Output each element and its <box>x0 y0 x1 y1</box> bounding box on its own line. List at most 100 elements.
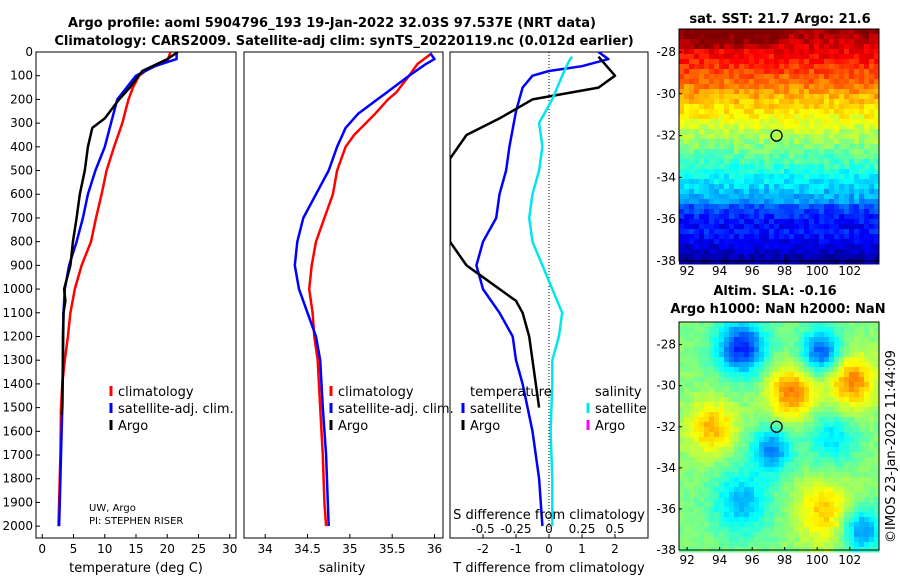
sla-cell <box>729 422 735 428</box>
sla-cell <box>874 537 880 543</box>
sst-cell <box>699 49 705 55</box>
sst-cell <box>834 214 840 220</box>
sst-cell <box>754 219 760 225</box>
sla-cell <box>804 492 810 498</box>
sst-cell <box>859 39 865 45</box>
sst-cell <box>854 59 860 65</box>
sst-cell <box>734 219 740 225</box>
sla-cell <box>789 472 795 478</box>
sst-cell <box>709 259 715 265</box>
sla-cell <box>809 512 815 518</box>
sla-cell <box>864 452 870 458</box>
sst-cell <box>724 124 730 130</box>
sst-cell <box>774 124 780 130</box>
sst-cell <box>829 219 835 225</box>
sst-cell <box>799 79 805 85</box>
sla-cell <box>739 357 745 363</box>
sla-cell <box>729 507 735 513</box>
sla-cell <box>844 452 850 458</box>
sla-cell <box>724 417 730 423</box>
sst-cell <box>739 129 745 135</box>
sst-cell <box>679 234 685 240</box>
sla-cell <box>724 377 730 383</box>
sst-cell <box>734 139 740 145</box>
sst-cell <box>679 209 685 215</box>
sla-cell <box>744 372 750 378</box>
sst-cell <box>689 194 695 200</box>
sla-cell <box>754 362 760 368</box>
sla-cell <box>839 357 845 363</box>
sla-cell <box>739 337 745 343</box>
sla-cell <box>804 442 810 448</box>
sst-cell <box>689 129 695 135</box>
sla-cell <box>789 402 795 408</box>
sla-cell <box>749 537 755 543</box>
sst-cell <box>749 259 755 265</box>
sla-cell <box>874 542 880 548</box>
sst-cell <box>834 69 840 75</box>
sst-cell <box>814 79 820 85</box>
sla-cell <box>774 367 780 373</box>
sst-cell <box>689 34 695 40</box>
sst-cell <box>714 104 720 110</box>
sla-cell <box>734 527 740 533</box>
sst-cell <box>829 214 835 220</box>
sla-cell <box>849 487 855 493</box>
sst-cell <box>849 234 855 240</box>
sla-cell <box>859 322 865 328</box>
sst-cell <box>759 59 765 65</box>
sla-cell <box>814 397 820 403</box>
sla-cell <box>734 517 740 523</box>
sst-cell <box>699 174 705 180</box>
sla-cell <box>849 527 855 533</box>
sst-cell <box>739 229 745 235</box>
sla-cell <box>789 482 795 488</box>
sst-cell <box>739 124 745 130</box>
sst-cell <box>874 99 880 105</box>
sst-cell <box>809 194 815 200</box>
sst-cell <box>709 104 715 110</box>
sla-cell <box>784 517 790 523</box>
sla-cell <box>824 527 830 533</box>
sla-cell <box>724 367 730 373</box>
sst-cell <box>699 214 705 220</box>
sst-cell <box>704 234 710 240</box>
sst-cell <box>849 199 855 205</box>
sst-cell <box>804 149 810 155</box>
sst-cell <box>709 49 715 55</box>
sst-cell <box>809 99 815 105</box>
sla-cell <box>794 392 800 398</box>
sst-cell <box>719 124 725 130</box>
sst-cell <box>749 164 755 170</box>
sst-cell <box>844 219 850 225</box>
sla-cell <box>814 382 820 388</box>
sla-cell <box>769 457 775 463</box>
sst-cell <box>724 219 730 225</box>
sla-cell <box>874 387 880 393</box>
sst-cell <box>874 59 880 65</box>
sla-cell <box>839 502 845 508</box>
sst-cell <box>874 169 880 175</box>
sla-cell <box>789 372 795 378</box>
sla-cell <box>859 392 865 398</box>
sla-cell <box>709 332 715 338</box>
sst-cell <box>699 154 705 160</box>
sla-cell <box>749 377 755 383</box>
sst-cell <box>679 99 685 105</box>
sst-cell <box>744 29 750 35</box>
sst-cell <box>684 139 690 145</box>
sla-cell <box>839 377 845 383</box>
sst-cell <box>874 79 880 85</box>
sst-cell <box>699 244 705 250</box>
sst-cell <box>744 234 750 240</box>
y-tick-label: 1800 <box>2 472 33 486</box>
sst-cell <box>824 124 830 130</box>
sla-cell <box>679 402 685 408</box>
sla-cell <box>679 362 685 368</box>
sst-cell <box>729 104 735 110</box>
sla-cell <box>769 432 775 438</box>
sla-cell <box>844 397 850 403</box>
sla-cell <box>854 467 860 473</box>
sst-cell <box>874 139 880 145</box>
sla-cell <box>719 452 725 458</box>
